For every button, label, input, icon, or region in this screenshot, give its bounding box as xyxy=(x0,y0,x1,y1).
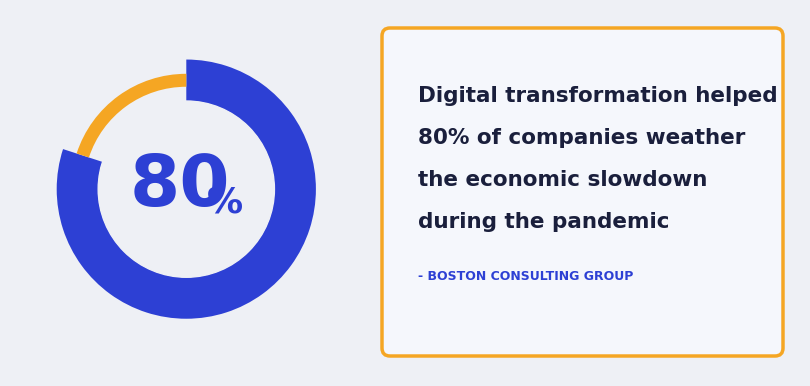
Text: Digital transformation helped: Digital transformation helped xyxy=(418,86,778,106)
Text: %: % xyxy=(207,185,243,219)
Text: the economic slowdown: the economic slowdown xyxy=(418,170,707,190)
Wedge shape xyxy=(77,74,186,157)
Wedge shape xyxy=(57,59,316,319)
FancyBboxPatch shape xyxy=(382,28,783,356)
Text: 80% of companies weather: 80% of companies weather xyxy=(418,128,745,148)
Text: 80: 80 xyxy=(130,152,230,221)
Circle shape xyxy=(98,101,275,277)
Text: - BOSTON CONSULTING GROUP: - BOSTON CONSULTING GROUP xyxy=(418,269,633,283)
Text: during the pandemic: during the pandemic xyxy=(418,212,670,232)
